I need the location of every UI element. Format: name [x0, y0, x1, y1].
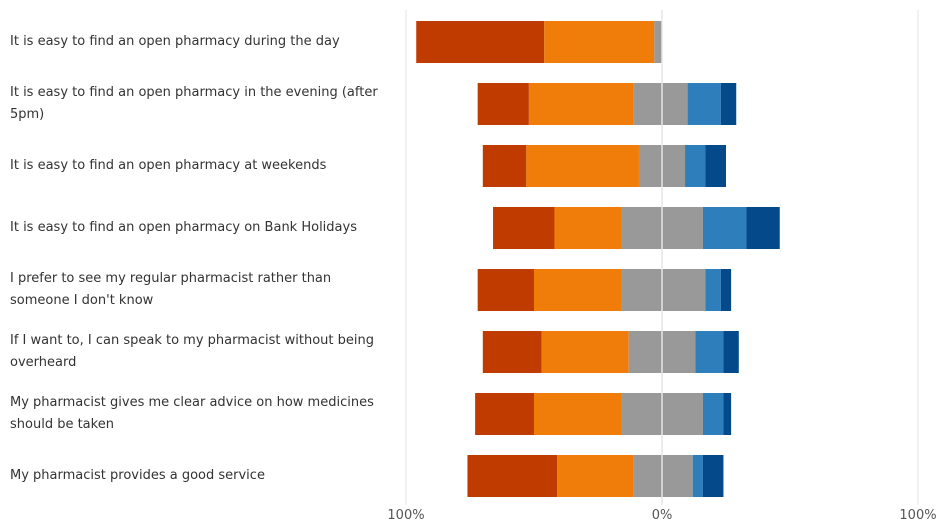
bar-row-3-segment-0 [493, 207, 555, 249]
bar-row-2-segment-3 [662, 145, 686, 187]
bar-row-3-segment-3 [662, 207, 703, 249]
bar-row-2-segment-5 [705, 145, 726, 187]
category-label-2: It is easy to find an open pharmacy at w… [10, 158, 327, 173]
bar-row-3-segment-1 [554, 207, 622, 249]
bar-row-5-segment-0 [482, 331, 542, 373]
bar-row-4-segment-4 [705, 269, 721, 311]
bar-row-1-segment-1 [528, 83, 634, 125]
bar-row-7-segment-5 [702, 455, 724, 497]
category-label-6: My pharmacist gives me clear advice on h… [10, 395, 374, 432]
bar-row-0-segment-2 [654, 21, 662, 63]
bar-row-6-segment-3 [662, 393, 703, 435]
category-label-7: My pharmacist provides a good service [10, 468, 265, 483]
bar-row-1-segment-5 [720, 83, 737, 125]
bar-row-4-segment-1 [534, 269, 622, 311]
category-label-4: I prefer to see my regular pharmacist ra… [10, 271, 332, 308]
bar-row-0-segment-1 [544, 21, 655, 63]
category-label-3: It is easy to find an open pharmacy on B… [10, 220, 357, 235]
category-label-1: It is easy to find an open pharmacy in t… [10, 85, 378, 122]
bar-row-7-segment-2 [633, 455, 662, 497]
bar-row-1-segment-3 [662, 83, 688, 125]
bar-row-3-segment-4 [702, 207, 747, 249]
bar-row-6-segment-0 [475, 393, 534, 435]
bar-row-4-segment-0 [477, 269, 534, 311]
bar-row-3-segment-2 [621, 207, 662, 249]
bar-row-6-segment-5 [723, 393, 732, 435]
bar-row-7-segment-1 [557, 455, 634, 497]
bar-row-7-segment-3 [662, 455, 693, 497]
category-label-5: If I want to, I can speak to my pharmaci… [10, 333, 374, 370]
bar-row-1-segment-2 [633, 83, 662, 125]
bar-row-6-segment-2 [621, 393, 662, 435]
bar-row-6-segment-4 [702, 393, 724, 435]
bar-row-2-segment-0 [482, 145, 527, 187]
bar-row-3-segment-5 [746, 207, 780, 249]
bar-row-6-segment-1 [534, 393, 622, 435]
bar-row-2-segment-1 [526, 145, 639, 187]
bar-row-0-segment-0 [416, 21, 545, 63]
bar-row-5-segment-1 [541, 331, 629, 373]
bar-row-4-segment-2 [621, 269, 662, 311]
category-label-0: It is easy to find an open pharmacy duri… [10, 34, 340, 49]
bar-row-5-segment-4 [695, 331, 724, 373]
bar-row-2-segment-2 [638, 145, 662, 187]
bar-row-1-segment-4 [687, 83, 721, 125]
x-tick-label-1: 0% [651, 508, 673, 523]
bar-row-4-segment-3 [662, 269, 706, 311]
x-tick-label-0: 100% [387, 508, 425, 523]
bar-row-7-segment-0 [467, 455, 558, 497]
x-tick-label-2: 100% [899, 508, 937, 523]
bar-row-5-segment-2 [628, 331, 662, 373]
bar-row-2-segment-4 [685, 145, 706, 187]
bar-row-7-segment-4 [692, 455, 703, 497]
bar-row-5-segment-3 [662, 331, 696, 373]
bar-row-4-segment-5 [720, 269, 732, 311]
bar-row-5-segment-5 [723, 331, 739, 373]
bar-row-1-segment-0 [477, 83, 529, 125]
